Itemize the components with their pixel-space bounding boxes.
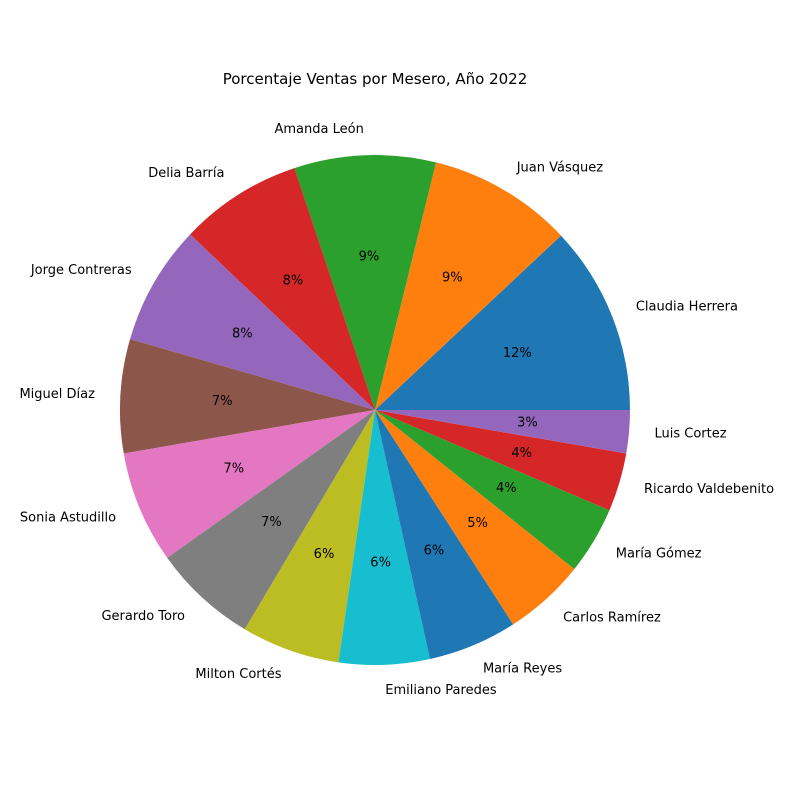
slice-label: Emiliano Paredes: [385, 683, 497, 698]
pie-slice: [375, 235, 630, 410]
slice-percent-label: 4%: [496, 481, 517, 496]
pie-slice: [375, 410, 627, 511]
slice-percent-label: 7%: [261, 515, 282, 530]
pie-labels: Claudia Herrera 12% Juan Vásquez 9% Amanda L…: [19, 122, 774, 698]
slice-percent-label: 8%: [283, 273, 304, 288]
slice-label: Juan Vásquez: [516, 160, 604, 175]
slice-percent-label: 6%: [370, 555, 391, 570]
pie-slice: [375, 162, 562, 410]
pie-slice: [119, 339, 375, 454]
slice-label: Delia Barría: [148, 166, 224, 181]
slice-percent-label: 3%: [517, 416, 538, 431]
pie-slices: [119, 154, 630, 665]
slice-percent-label: 8%: [232, 326, 253, 341]
pie-slice: [167, 410, 375, 630]
pie-slice: [338, 410, 430, 665]
slice-percent-label: 9%: [359, 250, 380, 265]
slice-percent-label: 12%: [503, 346, 532, 361]
chart-title: Porcentaje Ventas por Mesero, Año 2022: [223, 70, 528, 88]
slice-label: Gerardo Toro: [101, 609, 185, 624]
pie-slice: [190, 168, 375, 410]
pie-slice: [123, 410, 376, 558]
slice-label: Claudia Herrera: [636, 299, 738, 314]
slice-percent-label: 4%: [511, 446, 532, 461]
slice-percent-label: 6%: [424, 544, 445, 559]
slice-label: María Reyes: [483, 661, 562, 676]
pie-slice: [375, 410, 575, 625]
slice-percent-label: 7%: [223, 461, 244, 476]
slice-label: Milton Cortés: [195, 667, 281, 682]
pie-slice: [375, 410, 610, 570]
slice-label: Sonia Astudillo: [20, 510, 116, 525]
slice-label: María Gómez: [616, 546, 702, 561]
pie-slice: [244, 410, 375, 663]
slice-label: Jorge Contreras: [30, 263, 132, 278]
slice-percent-label: 7%: [212, 394, 233, 409]
pie-slice: [130, 234, 375, 410]
pie-slice: [294, 154, 437, 410]
slice-label: Amanda León: [275, 122, 364, 137]
slice-label: Carlos Ramírez: [563, 611, 661, 626]
slice-label: Ricardo Valdebenito: [644, 482, 774, 497]
slice-percent-label: 9%: [442, 270, 463, 285]
slice-label: Miguel Díaz: [19, 387, 95, 402]
slice-percent-label: 6%: [314, 547, 335, 562]
pie-slice: [375, 410, 514, 659]
slice-label: Luis Cortez: [654, 427, 726, 442]
pie-slice: [375, 410, 630, 454]
slice-percent-label: 5%: [467, 516, 488, 531]
